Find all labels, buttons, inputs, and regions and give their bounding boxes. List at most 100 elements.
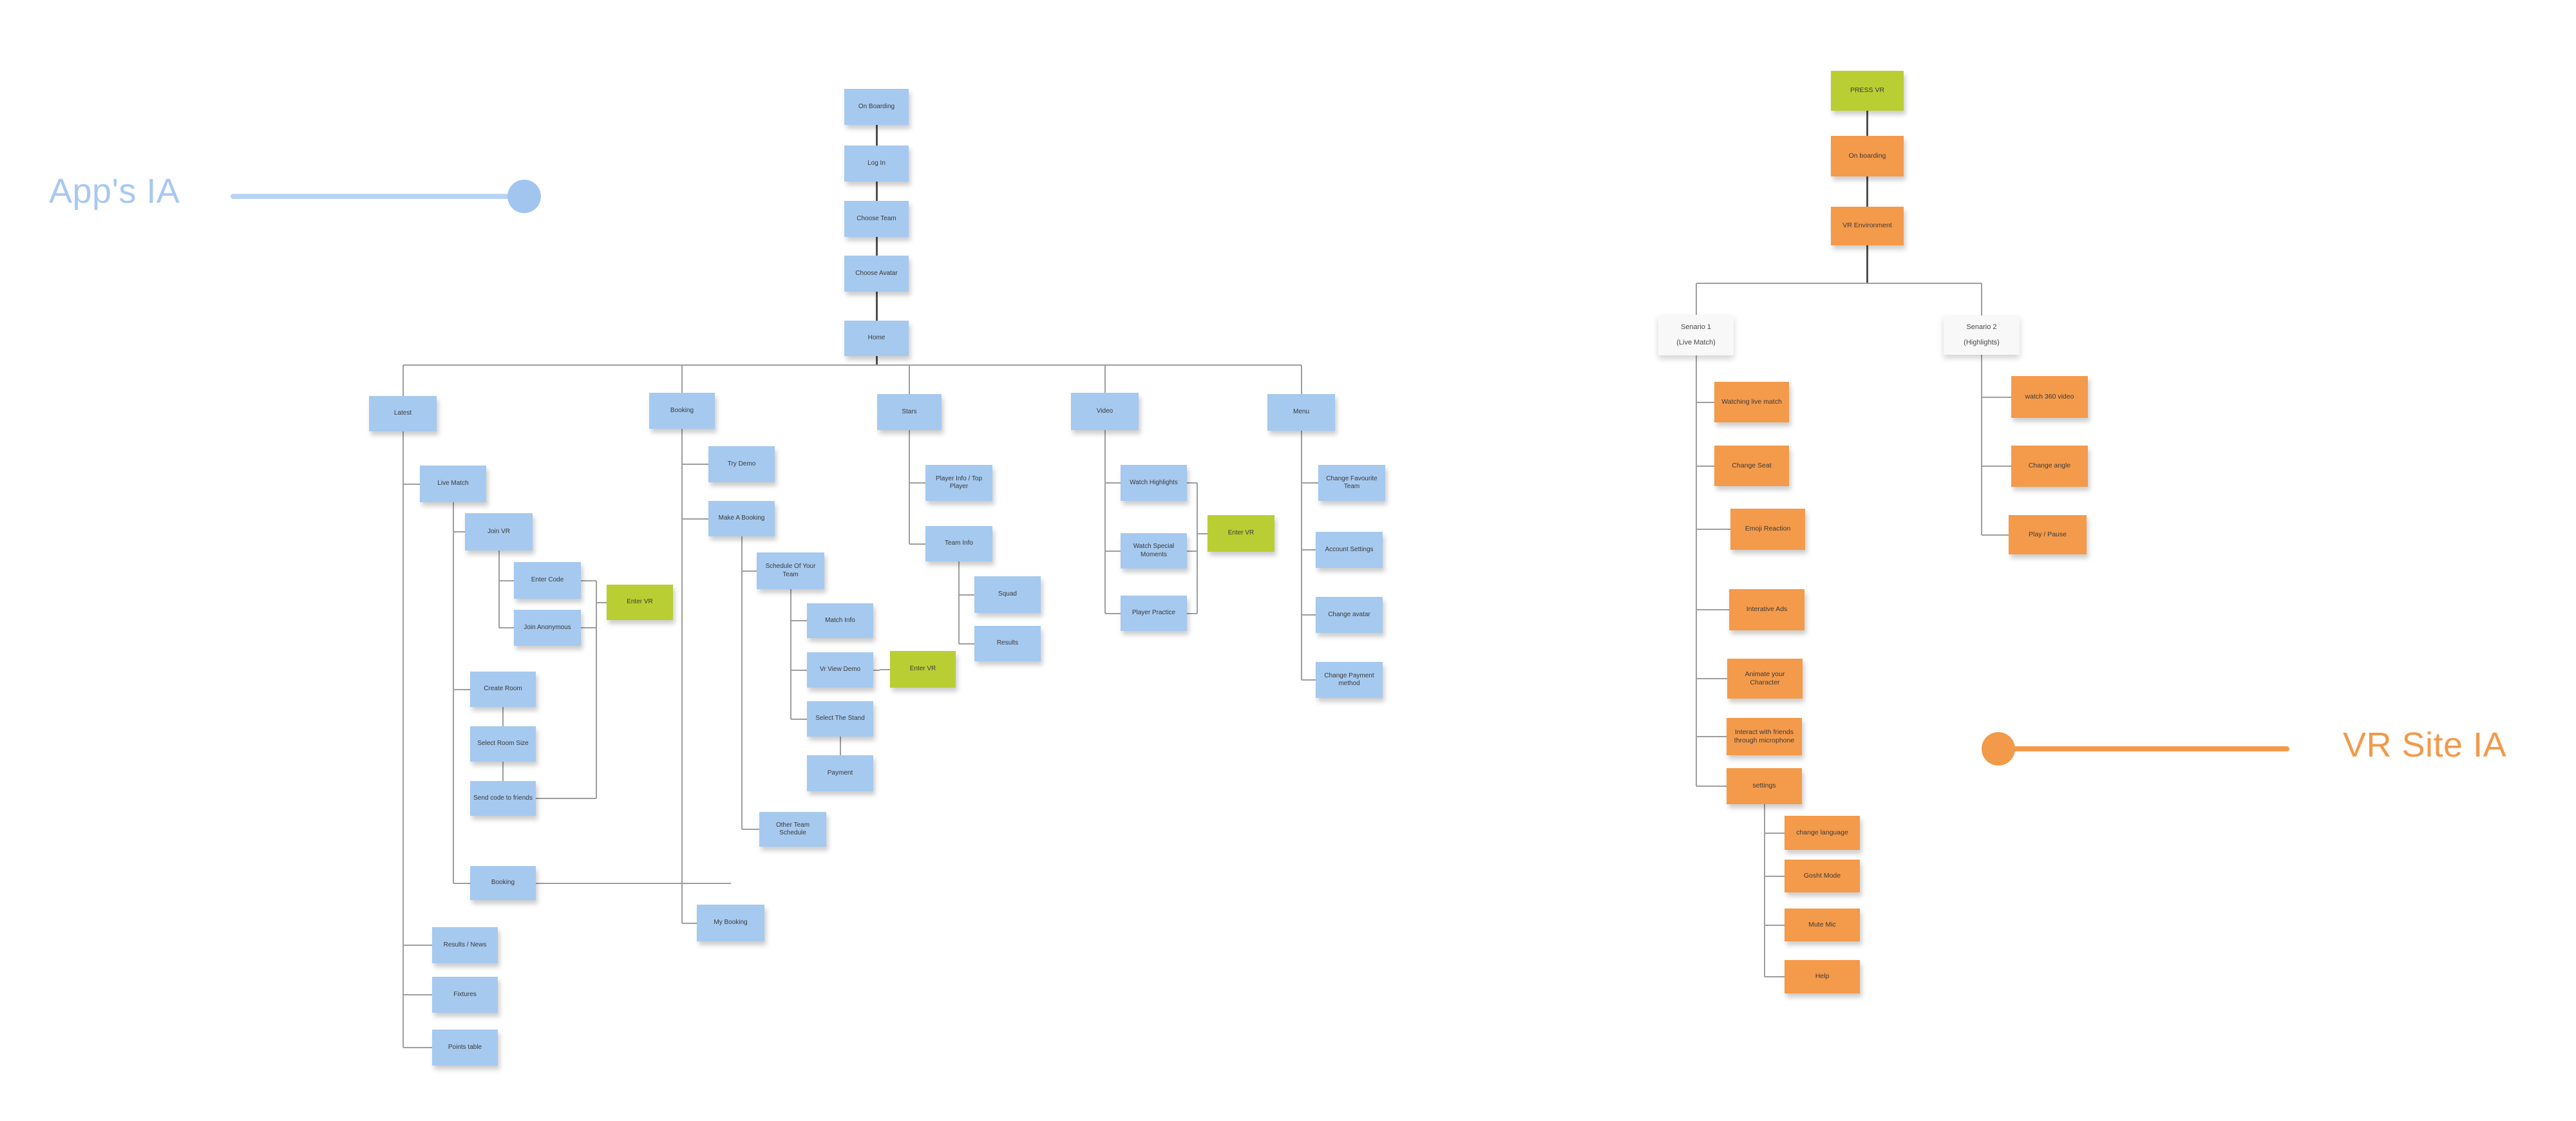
sticky-note-chooseavatar[interactable]: Choose Avatar bbox=[844, 256, 909, 292]
connector-line bbox=[741, 829, 759, 830]
connector-line bbox=[1696, 786, 1727, 787]
sticky-note-chooseteam[interactable]: Choose Team bbox=[844, 201, 909, 237]
connector-line bbox=[876, 125, 878, 146]
sticky-note-chlang[interactable]: change language bbox=[1785, 816, 1860, 850]
sticky-note-livematch[interactable]: Live Match bbox=[420, 466, 486, 502]
connector-line bbox=[909, 365, 910, 394]
sticky-note-mybooking[interactable]: My Booking bbox=[697, 905, 764, 941]
sticky-note-entervr-1[interactable]: Enter VR bbox=[607, 585, 673, 620]
connector-line bbox=[498, 551, 500, 628]
connector-line bbox=[1764, 925, 1785, 926]
sticky-note-schedule[interactable]: Schedule Of Your Team bbox=[757, 552, 824, 589]
sticky-note-home[interactable]: Home bbox=[844, 321, 909, 356]
sticky-note-accset[interactable]: Account Settings bbox=[1316, 532, 1383, 568]
sticky-note-results[interactable]: Results bbox=[974, 626, 1041, 661]
sticky-note-makebooking[interactable]: Make A Booking bbox=[708, 501, 775, 536]
sticky-note-results-news[interactable]: Results / News bbox=[432, 927, 498, 963]
sticky-note-otherteam[interactable]: Other Team Schedule bbox=[759, 812, 826, 847]
connector-line bbox=[1866, 176, 1868, 207]
sticky-note-ads[interactable]: Interative Ads bbox=[1729, 589, 1804, 630]
sticky-note-booking[interactable]: Booking bbox=[649, 393, 715, 429]
sticky-note-highlights[interactable]: Watch Highlights bbox=[1121, 465, 1187, 501]
connector-line bbox=[1764, 976, 1785, 977]
sticky-note-joinanon[interactable]: Join Anonymous bbox=[514, 610, 581, 646]
connector-line bbox=[1197, 533, 1208, 534]
sticky-note-teaminfo[interactable]: Team Info bbox=[925, 526, 992, 561]
sticky-note-help[interactable]: Help bbox=[1785, 960, 1860, 994]
connector-line bbox=[498, 627, 514, 628]
sticky-note-favteam[interactable]: Change Favourite Team bbox=[1318, 465, 1385, 501]
sticky-note-matchinfo[interactable]: Match Info bbox=[807, 603, 873, 638]
sticky-note-animate[interactable]: Animate your Character bbox=[1727, 659, 1803, 699]
sticky-note-chpayment[interactable]: Change Payment method bbox=[1316, 662, 1383, 698]
connector-line bbox=[502, 707, 504, 726]
connector-line bbox=[1981, 355, 1982, 535]
sticky-note-playpause[interactable]: Play / Pause bbox=[2009, 515, 2087, 554]
sticky-note-vrenv[interactable]: VR Environment bbox=[1831, 207, 1904, 245]
sticky-note-squad[interactable]: Squad bbox=[974, 576, 1041, 613]
connector-line bbox=[1187, 613, 1197, 614]
sticky-note-points-table[interactable]: Points table bbox=[432, 1030, 498, 1066]
sticky-note-settings[interactable]: settings bbox=[1727, 768, 1802, 804]
sticky-note-watchlive[interactable]: Watching live match bbox=[1714, 382, 1789, 422]
sticky-note-mutemic[interactable]: Mute Mic bbox=[1785, 909, 1860, 941]
connector-line bbox=[1301, 549, 1316, 551]
connector-line bbox=[790, 589, 791, 719]
sticky-note-vrviewdemo[interactable]: Vr View Demo bbox=[807, 652, 873, 688]
connector-line bbox=[453, 531, 465, 532]
connector-line bbox=[682, 923, 697, 924]
sticky-note-onboarding[interactable]: On Boarding bbox=[844, 89, 909, 125]
sticky-note-entervr-2[interactable]: Enter VR bbox=[890, 651, 956, 688]
connector-line bbox=[790, 670, 807, 671]
sticky-note-roomsize[interactable]: Select Room Size bbox=[470, 726, 536, 762]
connector-line bbox=[402, 365, 404, 396]
sticky-note-playerinfo[interactable]: Player Info / Top Player bbox=[925, 465, 992, 501]
sticky-note-sendcode[interactable]: Send code to friends bbox=[470, 781, 536, 816]
connector-line bbox=[959, 643, 974, 645]
connector-line bbox=[1187, 482, 1197, 484]
connector-line bbox=[880, 669, 890, 670]
sticky-note-login[interactable]: Log In bbox=[844, 146, 909, 182]
sticky-note-senario2[interactable]: Senario 2 (Highlights) bbox=[1944, 316, 2020, 355]
connector-line bbox=[1696, 355, 1697, 786]
sticky-note-video[interactable]: Video bbox=[1071, 393, 1139, 430]
sticky-note-fixtures[interactable]: Fixtures bbox=[432, 977, 498, 1013]
sticky-note-interact[interactable]: Interact with friends through microphone bbox=[1727, 718, 1802, 755]
sticky-note-latest[interactable]: Latest bbox=[369, 396, 437, 431]
connector-line bbox=[1696, 736, 1727, 737]
sticky-note-entercode[interactable]: Enter Code bbox=[514, 562, 581, 599]
sticky-note-changeangle[interactable]: Change angle bbox=[2011, 446, 2088, 487]
connector-line bbox=[402, 484, 420, 485]
connector-line bbox=[909, 482, 925, 484]
sticky-note-watch360[interactable]: watch 360 video bbox=[2011, 376, 2088, 418]
sticky-note-selectstand[interactable]: Select The Stand bbox=[807, 701, 873, 737]
connector-line bbox=[1104, 365, 1106, 393]
sticky-note-specialmoments[interactable]: Watch Special Moments bbox=[1121, 533, 1187, 569]
sticky-note-joinvr[interactable]: Join VR bbox=[465, 513, 533, 551]
vr-site-ia-label: VR Site IA bbox=[2343, 726, 2507, 764]
connector-line bbox=[876, 182, 878, 201]
connector-line bbox=[498, 580, 514, 581]
sticky-note-trydemo[interactable]: Try Demo bbox=[708, 446, 775, 482]
sticky-note-createroom[interactable]: Create Room bbox=[470, 672, 536, 707]
sticky-note-practice[interactable]: Player Practice bbox=[1121, 596, 1187, 631]
sticky-note-payment[interactable]: Payment bbox=[807, 755, 873, 791]
connector-line bbox=[1982, 466, 2011, 467]
connector-line bbox=[873, 670, 880, 671]
sticky-note-entervr-3[interactable]: Enter VR bbox=[1208, 515, 1274, 552]
sticky-note-stars[interactable]: Stars bbox=[877, 394, 942, 430]
connector-line bbox=[790, 719, 807, 720]
sticky-note-senario1[interactable]: Senario 1 (Live Match) bbox=[1658, 315, 1734, 355]
sticky-note-menu[interactable]: Menu bbox=[1267, 394, 1335, 431]
sticky-note-booking-lm[interactable]: Booking bbox=[470, 866, 536, 900]
connector-line bbox=[682, 518, 708, 520]
connector-line bbox=[958, 561, 960, 644]
sticky-note-emoji[interactable]: Emoji Reaction bbox=[1730, 509, 1805, 550]
sticky-note-vr-onboarding[interactable]: On boarding bbox=[1831, 136, 1904, 176]
connector-line bbox=[1696, 283, 1982, 284]
sticky-note-changeseat[interactable]: Change Seat bbox=[1714, 446, 1789, 486]
sticky-note-chavatar[interactable]: Change avatar bbox=[1316, 597, 1383, 633]
sticky-note-ghost[interactable]: Gosht Mode bbox=[1785, 860, 1860, 892]
sticky-note-pressvr[interactable]: PRESS VR bbox=[1831, 71, 1904, 111]
